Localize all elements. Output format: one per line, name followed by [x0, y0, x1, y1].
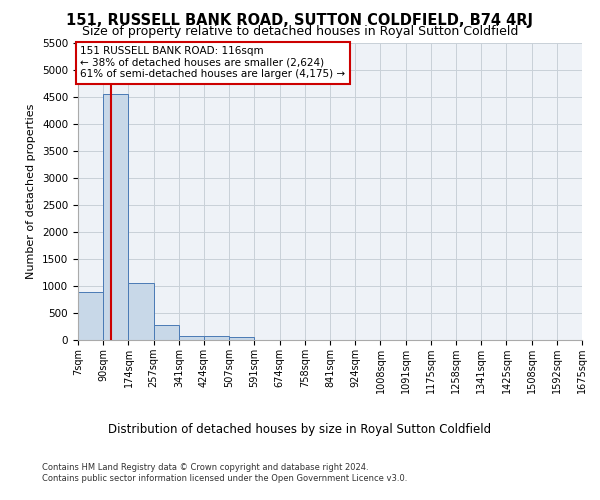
Text: 151, RUSSELL BANK ROAD, SUTTON COLDFIELD, B74 4RJ: 151, RUSSELL BANK ROAD, SUTTON COLDFIELD… — [67, 12, 533, 28]
Bar — [128, 282, 154, 340]
Text: Size of property relative to detached houses in Royal Sutton Coldfield: Size of property relative to detached ho… — [82, 25, 518, 38]
Bar — [229, 338, 254, 340]
Text: Contains HM Land Registry data © Crown copyright and database right 2024.: Contains HM Land Registry data © Crown c… — [42, 462, 368, 471]
Y-axis label: Number of detached properties: Number of detached properties — [26, 104, 37, 279]
Text: Contains public sector information licensed under the Open Government Licence v3: Contains public sector information licen… — [42, 474, 407, 483]
Text: 151 RUSSELL BANK ROAD: 116sqm
← 38% of detached houses are smaller (2,624)
61% o: 151 RUSSELL BANK ROAD: 116sqm ← 38% of d… — [80, 46, 346, 80]
Bar — [204, 336, 229, 340]
Bar — [154, 326, 179, 340]
Bar — [103, 94, 128, 340]
Text: Distribution of detached houses by size in Royal Sutton Coldfield: Distribution of detached houses by size … — [109, 422, 491, 436]
Bar — [179, 336, 204, 340]
Bar — [78, 292, 103, 340]
